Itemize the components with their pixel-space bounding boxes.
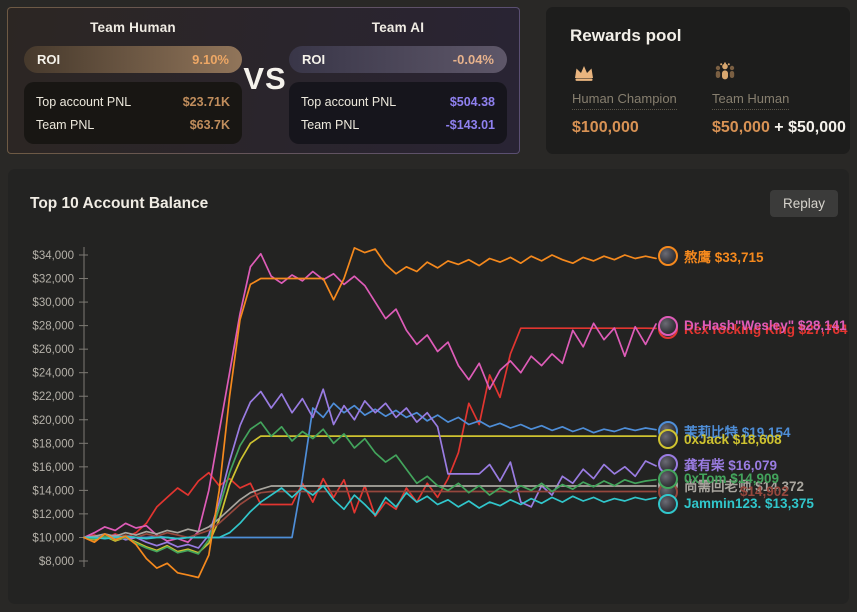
- stat-label: Top account PNL: [36, 94, 132, 109]
- roi-value: -0.04%: [452, 52, 494, 67]
- series-label-text: 尚需回老师 $14,372: [684, 479, 805, 494]
- stat-row: Team PNL $63.7K: [36, 113, 230, 136]
- reward-name-human-champion[interactable]: Human Champion: [572, 91, 677, 110]
- series-label-drhash[interactable]: Dr.Hash"Wesley" $28,141: [658, 315, 847, 336]
- svg-text:$26,000: $26,000: [32, 344, 74, 356]
- stat-row: Team PNL -$143.01: [301, 113, 495, 136]
- stat-value: $63.7K: [189, 117, 230, 132]
- stat-value: -$143.01: [445, 117, 495, 132]
- reward-value-primary: $50,000: [712, 119, 770, 136]
- reward-value-secondary: + $50,000: [774, 119, 846, 136]
- svg-text:$14,000: $14,000: [32, 485, 74, 497]
- svg-text:$18,000: $18,000: [32, 438, 74, 450]
- team-human-column: Team Human ROI 9.10% Top account PNL $23…: [24, 20, 242, 144]
- vs-label: VS: [243, 61, 287, 96]
- rewards-pool-panel: Rewards pool Human Champion $100,000 Tea…: [546, 7, 850, 154]
- chart-title: Top 10 Account Balance: [30, 195, 209, 212]
- team-ai-card: Top account PNL $504.38 Team PNL -$143.0…: [289, 82, 507, 144]
- chart-series-labels: Rex rocking King $27,764 Dr.Hash"Wesley" …: [8, 169, 849, 604]
- replay-button[interactable]: Replay: [769, 190, 838, 217]
- series-label-text: 0xJack $18,608: [684, 431, 782, 447]
- series-label-text: 0xTom $14,909: [684, 471, 780, 487]
- svg-text:$16,000: $16,000: [32, 462, 74, 474]
- avatar-0xjack: [658, 429, 678, 450]
- series-label-text: 熬鹰 $33,715: [684, 250, 764, 266]
- team-ai-column: Team AI ROI -0.04% Top account PNL $504.…: [289, 20, 507, 144]
- svg-text:$22,000: $22,000: [32, 391, 74, 403]
- avatar-0xtom: [658, 468, 678, 489]
- stat-label: Top account PNL: [301, 94, 397, 109]
- series-label-text: Dr.Hash"Wesley" $28,141: [684, 318, 847, 334]
- svg-text:$24,000: $24,000: [32, 368, 74, 380]
- series-label-text: $14,902: [740, 484, 789, 500]
- balance-chart-panel: Top 10 Account Balance Replay $34,000 $32…: [8, 169, 849, 604]
- stat-value: $23.71K: [182, 94, 230, 109]
- reward-item-team-human: Team Human $50,000 + $50,000: [712, 62, 846, 137]
- roi-label: ROI: [37, 52, 61, 67]
- avatar-jammin: [658, 493, 678, 514]
- reward-item-human-champion: Human Champion $100,000: [572, 62, 677, 137]
- stat-row: Top account PNL $504.38: [301, 90, 495, 113]
- team-human-card: Top account PNL $23.71K Team PNL $63.7K: [24, 82, 242, 144]
- series-label-0xjack[interactable]: 0xJack $18,608: [658, 429, 782, 450]
- team-human-title: Team Human: [90, 20, 176, 35]
- reward-name-team-human[interactable]: Team Human: [712, 91, 790, 110]
- roi-label: ROI: [302, 52, 326, 67]
- svg-text:$34,000: $34,000: [32, 250, 74, 262]
- svg-text:$20,000: $20,000: [32, 415, 74, 427]
- rewards-pool-title: Rewards pool: [570, 26, 682, 45]
- stat-label: Team PNL: [301, 117, 360, 132]
- svg-text:$30,000: $30,000: [32, 297, 74, 309]
- team-ai-title: Team AI: [371, 20, 425, 35]
- vs-panel: Team Human ROI 9.10% Top account PNL $23…: [7, 7, 520, 154]
- stat-value: $504.38: [449, 94, 495, 109]
- svg-text:$8,000: $8,000: [39, 556, 74, 568]
- roi-value: 9.10%: [192, 52, 229, 67]
- svg-text:$10,000: $10,000: [32, 532, 74, 544]
- series-label-text: Rex rocking King $27,764: [684, 321, 848, 337]
- avatar-drhash: [658, 315, 678, 336]
- balance-chart-svg: $34,000 $32,000 $30,000 $28,000 $26,000 $24,0…: [32, 247, 657, 579]
- team-ai-roi-pill: ROI -0.04%: [289, 46, 507, 73]
- svg-text:$12,000: $12,000: [32, 509, 74, 521]
- reward-value-team-human: $50,000 + $50,000: [712, 119, 846, 137]
- reward-value-human-champion: $100,000: [572, 119, 639, 136]
- avatar-aoying: [658, 246, 678, 267]
- stat-row: Top account PNL $23.71K: [36, 90, 230, 113]
- svg-text:$32,000: $32,000: [32, 274, 74, 286]
- series-label-aoying[interactable]: 熬鹰 $33,715: [658, 246, 764, 267]
- series-label-text: 龚有柴 $16,079: [684, 457, 778, 473]
- series-label-jammin[interactable]: Jammin123. $13,375: [658, 493, 814, 514]
- crown-icon: [575, 66, 593, 81]
- team-icon: [715, 62, 735, 80]
- team-human-roi-pill: ROI 9.10%: [24, 46, 242, 73]
- series-label-text: 茉莉比特 $19,154: [684, 424, 791, 440]
- series-label-text: Jammin123. $13,375: [684, 496, 814, 512]
- stat-label: Team PNL: [36, 117, 95, 132]
- svg-text:$28,000: $28,000: [32, 321, 74, 333]
- series-label-0xtom[interactable]: 0xTom $14,909: [658, 468, 780, 489]
